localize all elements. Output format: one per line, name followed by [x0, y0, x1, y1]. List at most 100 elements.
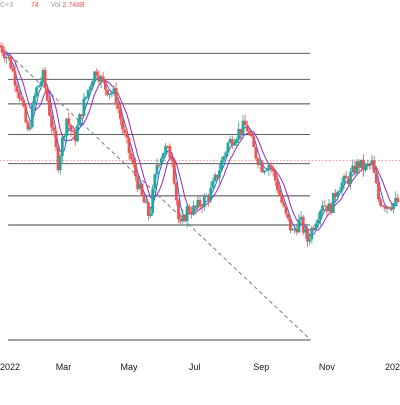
candle-body-97	[207, 196, 211, 201]
candle-body-20	[41, 69, 45, 82]
candle-body-96	[205, 196, 208, 198]
candle-body-139	[297, 219, 301, 233]
candle-body-32	[67, 118, 71, 125]
candle-body-178	[381, 205, 385, 207]
candle-body-0	[0, 45, 2, 47]
candle-body-158	[338, 190, 342, 192]
candle-body-107	[228, 139, 232, 143]
candle-body-138	[295, 229, 299, 233]
candle-body-175	[374, 172, 378, 184]
x-tick-label-0: 2022	[0, 362, 20, 372]
candle-body-99	[211, 180, 215, 188]
candle-body-5	[9, 57, 13, 69]
candle-body-169	[362, 159, 365, 171]
candle-body-40	[84, 96, 88, 99]
candle-body-98	[209, 187, 213, 201]
candle-body-47	[99, 76, 103, 82]
volume-label: Vol	[50, 2, 61, 9]
candle-body-6	[11, 68, 15, 72]
candle-body-125	[267, 165, 271, 171]
candle-body-80	[170, 157, 174, 162]
candle-body-68	[144, 202, 148, 204]
candle-body-133	[284, 206, 288, 214]
candle-body-55	[116, 104, 120, 110]
candle-body-172	[368, 163, 372, 165]
candle-body-183	[392, 202, 395, 210]
candle-body-89	[189, 212, 193, 215]
candle-body-66	[140, 183, 144, 195]
candle-body-15	[30, 104, 34, 127]
candle-body-49	[103, 81, 107, 90]
candle-body-35	[73, 131, 77, 142]
legend-bar: C+3 74 Vol 2.748B	[0, 0, 87, 14]
legend-value: 74	[31, 2, 39, 9]
candle-body-8	[15, 85, 19, 92]
candle-body-83	[177, 200, 180, 220]
candle-body-124	[265, 170, 269, 172]
candle-body-14	[28, 126, 32, 130]
candle-body-25	[52, 127, 56, 131]
candle-body-23	[48, 100, 51, 116]
candle-body-48	[101, 76, 105, 82]
candle-body-164	[351, 165, 355, 173]
candle-body-95	[202, 196, 206, 208]
candle-body-137	[293, 229, 297, 231]
candle-body-155	[331, 192, 335, 214]
candle-body-154	[329, 203, 333, 214]
candle-body-136	[291, 229, 294, 231]
candle-body-9	[17, 91, 21, 99]
candle-body-110	[235, 139, 238, 144]
candle-body-64	[136, 175, 140, 190]
candle-body-94	[200, 206, 204, 208]
candle-body-62	[131, 159, 135, 165]
candle-body-3	[5, 57, 8, 59]
candle-body-152	[325, 205, 329, 212]
candle-body-57	[121, 119, 124, 130]
candle-body-71	[151, 188, 155, 214]
candle-body-109	[233, 143, 236, 146]
candle-body-102	[217, 170, 221, 178]
candle-body-4	[7, 57, 11, 59]
candle-body-140	[299, 216, 303, 220]
candle-body-171	[366, 163, 370, 165]
candle-body-69	[146, 202, 150, 216]
candle-body-185	[396, 197, 400, 202]
candle-body-153	[327, 203, 331, 212]
candle-body-22	[45, 88, 49, 101]
candle-body-157	[336, 191, 340, 198]
candle-body-17	[35, 87, 38, 97]
candle-body-34	[71, 131, 75, 133]
candle-body-112	[239, 128, 243, 134]
candle-body-45	[95, 71, 99, 76]
candle-body-26	[54, 130, 58, 148]
candle-body-29	[60, 137, 64, 157]
candle-body-78	[166, 146, 170, 148]
candle-body-122	[260, 162, 264, 173]
candle-body-43	[91, 81, 94, 87]
candle-body-59	[125, 132, 129, 138]
candle-body-106	[226, 142, 230, 153]
candle-body-117	[250, 133, 254, 137]
candle-body-146	[312, 227, 316, 229]
candle-body-120	[256, 158, 260, 165]
candle-body-90	[192, 205, 195, 215]
candle-body-92	[196, 200, 200, 208]
candle-body-41	[86, 89, 90, 97]
candle-body-179	[383, 205, 387, 209]
legend-prefix: C+3	[0, 2, 14, 9]
candle-body-16	[33, 96, 36, 105]
candle-body-115	[245, 125, 249, 132]
candle-body-121	[258, 162, 262, 165]
candle-body-53	[112, 88, 116, 94]
candle-body-147	[314, 223, 318, 229]
candle-body-42	[88, 86, 92, 90]
candle-body-72	[153, 174, 157, 189]
candle-body-162	[346, 178, 350, 185]
candle-body-108	[230, 139, 234, 146]
candle-body-100	[213, 174, 217, 181]
candle-body-148	[316, 219, 320, 224]
x-tick-label-5: Nov	[319, 362, 336, 372]
volume-value: 2.748B	[62, 2, 85, 9]
